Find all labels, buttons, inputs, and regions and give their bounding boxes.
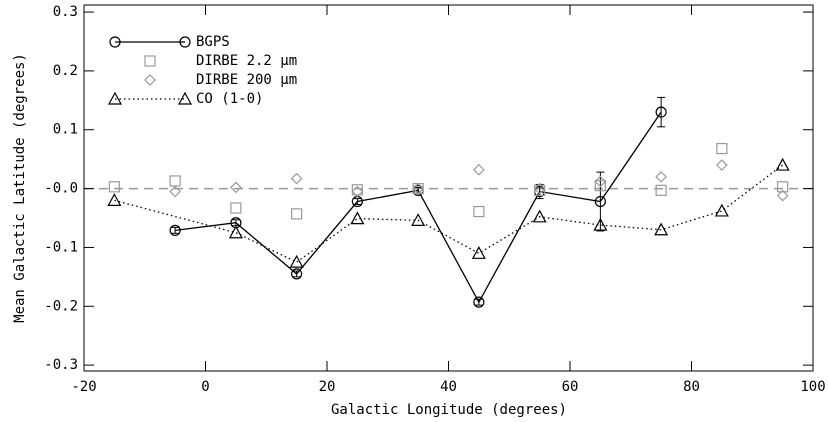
point <box>350 211 365 225</box>
point <box>594 180 606 192</box>
point <box>230 181 242 194</box>
point <box>228 225 243 239</box>
plot-frame <box>83 4 814 372</box>
point <box>290 172 303 185</box>
legend-label: BGPS <box>196 34 230 50</box>
point <box>714 203 729 217</box>
x-tick-label: 40 <box>440 379 457 395</box>
point <box>169 175 181 187</box>
legend-label: CO (1-0) <box>196 91 263 107</box>
point <box>351 185 364 198</box>
point <box>351 184 363 196</box>
y-tick-label: -0.3 <box>44 357 78 373</box>
series-line <box>114 164 784 263</box>
point <box>655 170 667 183</box>
y-axis-label: Mean Galactic Latitude (degrees) <box>12 53 28 323</box>
x-tick-label: -20 <box>71 379 96 395</box>
point <box>473 163 485 176</box>
point <box>289 254 304 268</box>
point <box>473 205 485 218</box>
legend-marker <box>179 36 191 48</box>
point <box>291 208 303 220</box>
point <box>473 296 485 308</box>
point <box>593 217 608 231</box>
point <box>169 224 181 236</box>
point <box>654 222 669 236</box>
legend-marker <box>109 36 121 48</box>
point <box>777 181 789 193</box>
x-axis-label: Galactic Longitude (degrees) <box>331 402 567 418</box>
x-tick-label: 100 <box>800 379 825 395</box>
legend-label: DIRBE 200 μm <box>196 72 297 88</box>
point <box>471 246 486 259</box>
y-tick-label: -0.2 <box>44 298 78 314</box>
point <box>291 268 303 280</box>
x-tick-label: 60 <box>562 379 579 395</box>
point <box>411 213 426 226</box>
point <box>107 193 122 206</box>
point <box>230 202 242 214</box>
legend-marker <box>144 55 156 67</box>
point <box>776 189 789 202</box>
point <box>775 157 790 171</box>
series-line <box>175 111 662 304</box>
point <box>655 184 667 196</box>
legend-marker <box>144 74 156 86</box>
legend-marker <box>177 91 193 105</box>
legend-marker <box>107 91 123 105</box>
y-tick-label: 0.1 <box>53 122 78 138</box>
y-tick-label: -0.0 <box>44 181 78 197</box>
point <box>108 181 120 193</box>
y-tick-label: 0.3 <box>53 4 78 20</box>
point <box>716 142 728 155</box>
x-tick-label: 0 <box>201 379 209 395</box>
x-tick-label: 80 <box>683 379 700 395</box>
y-tick-label: -0.1 <box>44 239 78 255</box>
point <box>594 175 607 188</box>
point <box>594 195 606 208</box>
point <box>533 182 546 195</box>
x-tick-label: 20 <box>319 379 336 395</box>
point <box>655 106 667 118</box>
y-tick-label: 0.2 <box>53 63 78 79</box>
legend-label: DIRBE 2.2 μm <box>196 53 297 69</box>
point <box>532 209 547 223</box>
point <box>169 185 181 198</box>
point <box>412 182 424 195</box>
point <box>534 184 546 196</box>
point <box>716 159 728 171</box>
